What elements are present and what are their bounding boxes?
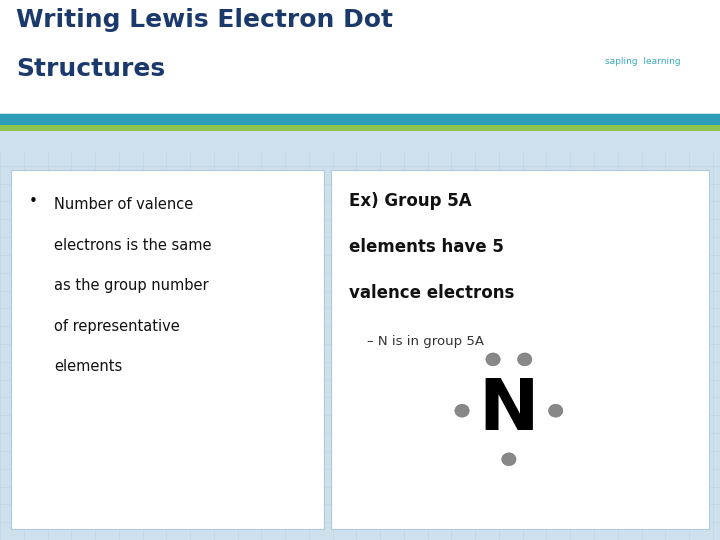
Text: elements have 5: elements have 5 [349,238,504,255]
Text: electrons is the same: electrons is the same [54,238,212,253]
Text: Structures: Structures [16,57,165,80]
Text: Writing Lewis Electron Dot: Writing Lewis Electron Dot [16,8,393,32]
Text: as the group number: as the group number [54,278,209,293]
Text: N: N [479,376,539,445]
Ellipse shape [455,404,469,417]
Text: Number of valence: Number of valence [54,197,193,212]
Bar [0,0,720,113]
Ellipse shape [502,453,516,466]
Text: valence electrons: valence electrons [349,284,515,301]
Text: sapling  learning: sapling learning [605,57,680,66]
Bar [0,125,720,131]
Bar [331,170,709,529]
Ellipse shape [549,404,563,417]
Ellipse shape [486,353,500,366]
Text: elements: elements [54,359,122,374]
Bar [0,114,720,125]
Text: – N is in group 5A: – N is in group 5A [367,335,484,348]
Text: of representative: of representative [54,319,180,334]
Ellipse shape [518,353,532,366]
Bar [11,170,324,529]
Text: •: • [29,194,37,210]
Text: Ex) Group 5A: Ex) Group 5A [349,192,472,210]
